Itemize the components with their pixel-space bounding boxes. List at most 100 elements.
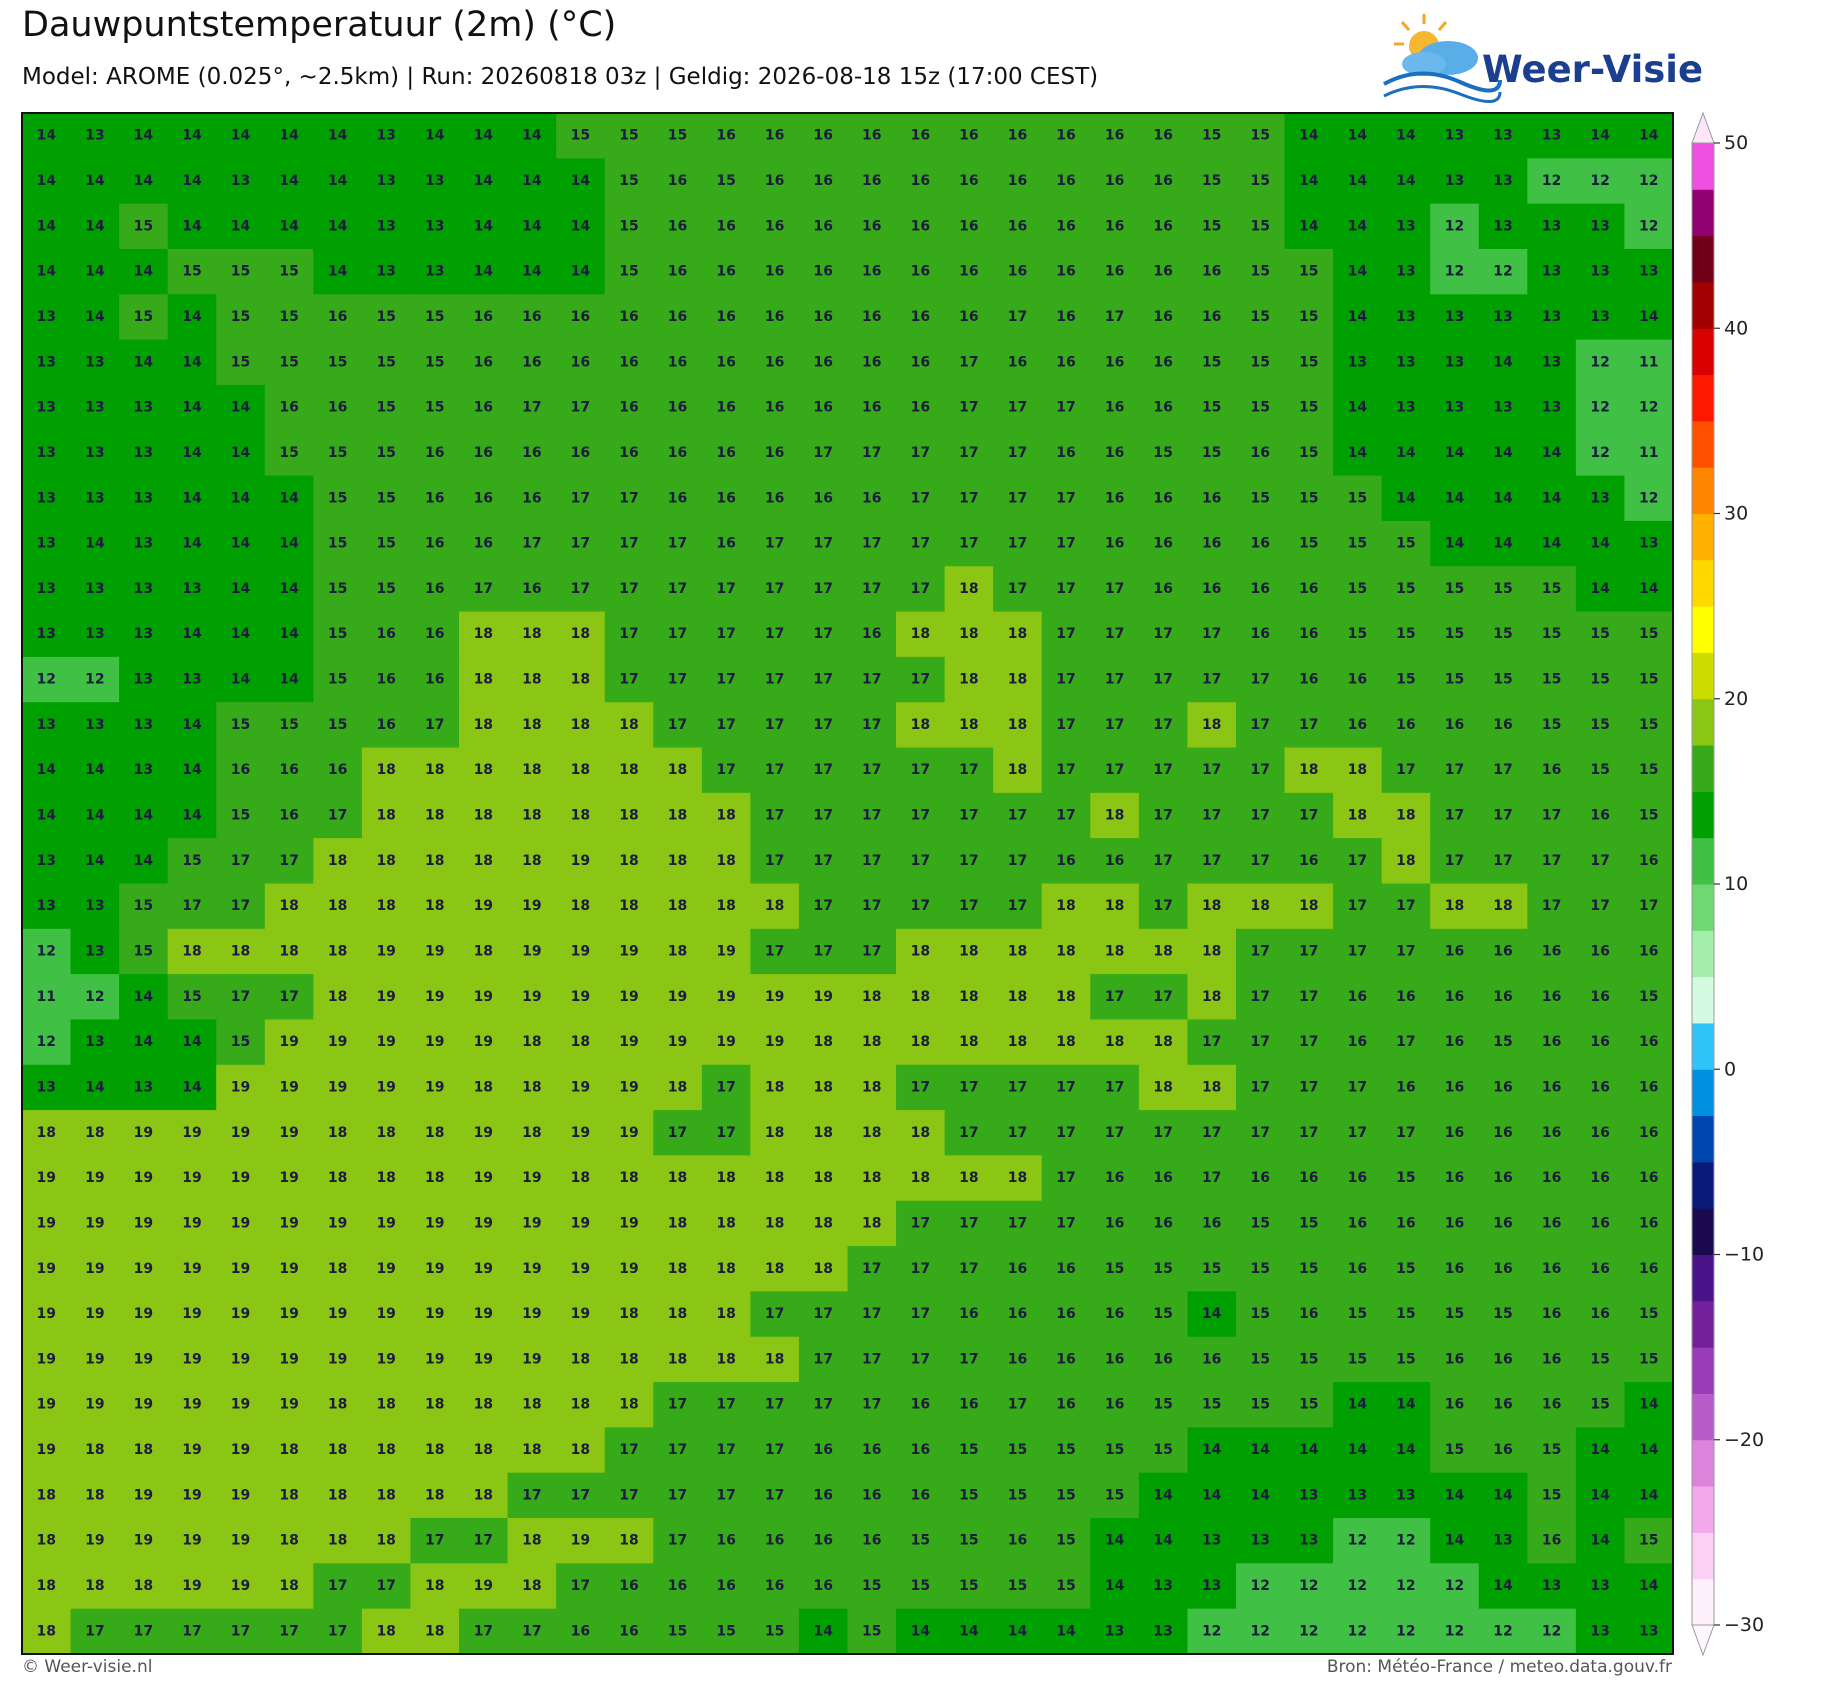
grid-value: 16	[959, 264, 978, 280]
grid-value: 17	[1056, 808, 1075, 824]
grid-cell	[1527, 838, 1577, 885]
grid-cell	[556, 883, 606, 930]
grid-cell	[313, 520, 363, 567]
grid-cell	[1624, 1382, 1674, 1428]
grid-value: 19	[619, 1215, 638, 1231]
grid-value: 16	[959, 309, 978, 325]
grid-cell	[459, 248, 509, 295]
grid-value: 19	[85, 1170, 104, 1186]
grid-cell	[1235, 203, 1286, 250]
grid-cell	[847, 430, 897, 477]
grid-cell	[1333, 883, 1383, 930]
grid-cell	[22, 1427, 72, 1474]
grid-cell	[604, 520, 654, 567]
grid-cell	[264, 430, 314, 477]
grid-value: 18	[1348, 762, 1367, 778]
grid-value: 16	[1008, 1306, 1027, 1322]
grid-value: 14	[1202, 1306, 1222, 1322]
grid-cell	[1041, 384, 1091, 431]
grid-cell	[361, 838, 412, 885]
grid-cell	[944, 339, 994, 386]
grid-cell	[1333, 1427, 1383, 1474]
grid-cell	[119, 1064, 169, 1111]
grid-value: 19	[571, 1215, 590, 1231]
grid-cell	[70, 113, 120, 159]
colorbar-band	[1692, 328, 1714, 376]
grid-cell	[1478, 1155, 1528, 1202]
grid-cell	[750, 203, 800, 250]
grid-cell	[604, 1110, 654, 1157]
grid-cell	[264, 656, 314, 703]
grid-value: 18	[328, 1397, 347, 1413]
grid-value: 16	[1105, 445, 1124, 461]
grid-cell	[1478, 1200, 1528, 1247]
grid-cell	[653, 113, 703, 159]
grid-cell	[507, 792, 557, 839]
grid-value: 12	[1639, 400, 1658, 416]
grid-value: 17	[668, 1125, 687, 1141]
grid-cell	[119, 1200, 169, 1247]
grid-cell	[410, 248, 460, 295]
grid-value: 17	[134, 1623, 153, 1639]
grid-cell	[1187, 520, 1237, 567]
grid-value: 17	[813, 762, 832, 778]
grid-value: 14	[1590, 1442, 1610, 1458]
grid-cell	[896, 430, 946, 477]
grid-cell	[993, 792, 1043, 839]
grid-cell	[361, 1246, 412, 1293]
grid-value: 18	[571, 1397, 590, 1413]
grid-value: 18	[619, 717, 638, 733]
grid-value: 15	[1639, 672, 1658, 688]
grid-value: 16	[716, 128, 735, 144]
grid-value: 17	[1299, 808, 1318, 824]
grid-value: 13	[37, 536, 56, 552]
colorbar-band	[1692, 976, 1714, 1024]
grid-cell	[896, 294, 946, 341]
grid-cell	[896, 566, 946, 613]
grid-value: 17	[959, 762, 978, 778]
grid-cell	[847, 566, 897, 613]
grid-value: 19	[37, 1215, 56, 1231]
grid-value: 19	[425, 1079, 444, 1095]
grid-cell	[750, 1472, 800, 1519]
grid-cell	[1430, 248, 1480, 295]
grid-cell	[1575, 1246, 1626, 1293]
grid-value: 19	[279, 1034, 298, 1050]
grid-value: 17	[813, 717, 832, 733]
grid-value: 16	[1153, 128, 1172, 144]
grid-cell	[701, 1064, 751, 1111]
grid-cell	[22, 430, 72, 477]
grid-cell	[361, 747, 412, 794]
grid-value: 19	[522, 1170, 541, 1186]
colorbar-tick-label: 0	[1724, 1058, 1736, 1080]
grid-value: 14	[1639, 309, 1659, 325]
grid-value: 15	[1251, 400, 1270, 416]
grid-cell	[653, 1608, 703, 1655]
colorbar-band	[1692, 1069, 1714, 1117]
grid-value: 16	[1348, 1261, 1367, 1277]
grid-value: 17	[571, 536, 590, 552]
grid-cell	[507, 1246, 557, 1293]
grid-value: 18	[716, 1170, 735, 1186]
grid-cell	[264, 747, 314, 794]
grid-value: 15	[1202, 1397, 1221, 1413]
grid-cell	[22, 384, 72, 431]
grid-value: 16	[911, 1397, 930, 1413]
grid-value: 16	[1008, 128, 1027, 144]
grid-value: 19	[425, 943, 444, 959]
grid-cell	[847, 1110, 897, 1157]
colorbar-band	[1692, 467, 1714, 514]
grid-value: 17	[1008, 400, 1027, 416]
grid-value: 19	[474, 1578, 493, 1594]
grid-cell	[1381, 1064, 1431, 1111]
grid-cell	[1138, 158, 1189, 205]
grid-value: 16	[1105, 1351, 1124, 1367]
grid-value: 16	[1639, 1170, 1658, 1186]
grid-value: 16	[716, 354, 735, 370]
grid-cell	[653, 248, 703, 295]
grid-cell	[1090, 1291, 1140, 1338]
grid-cell	[1381, 702, 1431, 749]
grid-value: 16	[1445, 1079, 1464, 1095]
grid-cell	[1575, 1064, 1626, 1111]
